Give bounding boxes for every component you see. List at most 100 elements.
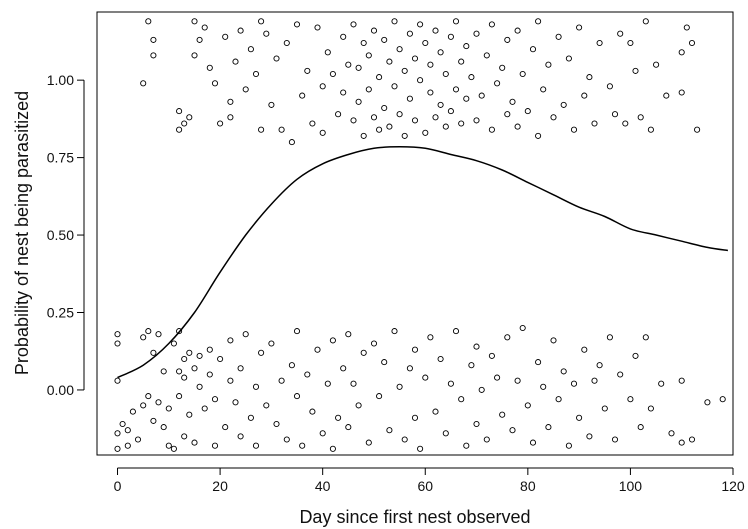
data-point	[345, 424, 352, 431]
data-point	[186, 349, 193, 356]
data-point	[376, 126, 383, 133]
data-point	[560, 101, 567, 108]
y-tick-label: 0.00	[47, 382, 74, 398]
data-point	[468, 362, 475, 369]
data-point	[524, 108, 531, 115]
data-point	[678, 439, 685, 446]
data-point	[181, 355, 188, 363]
x-tick-label: 100	[619, 478, 643, 494]
data-point	[401, 436, 408, 443]
data-point	[478, 92, 485, 99]
data-point	[288, 139, 295, 146]
data-point	[396, 383, 403, 390]
data-point	[324, 49, 331, 56]
data-point	[452, 86, 460, 93]
data-point	[340, 365, 347, 372]
data-point	[658, 380, 665, 387]
data-point	[360, 349, 367, 356]
data-point	[504, 36, 511, 43]
data-point	[227, 98, 234, 105]
data-point	[227, 377, 234, 384]
data-point	[283, 436, 290, 443]
data-point	[288, 362, 295, 369]
data-point	[606, 334, 613, 341]
data-point	[191, 52, 198, 59]
data-point	[232, 399, 239, 406]
data-point	[360, 132, 367, 139]
data-point	[217, 120, 224, 127]
y-tick-label: 0.75	[47, 150, 74, 166]
data-point	[237, 433, 244, 440]
data-point	[258, 18, 265, 25]
data-point	[176, 108, 183, 115]
data-point	[642, 18, 649, 25]
x-axis: 0 20 40 60 80 100 120	[114, 467, 745, 494]
data-point	[432, 27, 439, 34]
data-point	[263, 402, 270, 409]
data-point	[350, 117, 357, 124]
data-point	[340, 33, 347, 40]
data-point	[186, 114, 193, 121]
data-point	[201, 24, 208, 31]
data-point	[252, 70, 260, 78]
data-point	[129, 408, 136, 415]
data-point	[411, 346, 419, 353]
data-point	[206, 64, 213, 71]
data-point	[499, 411, 506, 418]
data-point	[653, 61, 660, 68]
data-point	[386, 427, 393, 434]
data-point	[370, 27, 378, 34]
data-point	[601, 405, 608, 412]
data-point	[586, 74, 593, 81]
data-point	[242, 331, 249, 338]
x-tick-label: 60	[417, 478, 433, 494]
data-point	[622, 120, 629, 127]
data-point	[411, 414, 419, 421]
data-point	[591, 377, 598, 384]
data-point	[422, 374, 429, 381]
data-point	[376, 393, 383, 400]
data-point	[570, 380, 578, 387]
data-point	[145, 393, 152, 400]
data-point	[499, 64, 506, 71]
data-point	[309, 408, 316, 415]
data-point	[283, 39, 290, 47]
data-point	[319, 430, 326, 437]
data-point	[211, 80, 219, 87]
data-point	[191, 439, 198, 446]
data-point	[268, 340, 275, 347]
data-point	[417, 21, 424, 28]
data-point	[463, 95, 470, 102]
data-point	[427, 61, 434, 68]
data-point	[488, 352, 495, 359]
data-point	[396, 111, 403, 118]
data-point	[632, 352, 639, 359]
data-point	[181, 374, 188, 381]
data-point	[242, 86, 249, 93]
data-point	[145, 18, 152, 25]
data-point	[155, 331, 162, 338]
data-point	[529, 46, 537, 53]
data-point	[627, 396, 634, 403]
data-point	[329, 70, 336, 78]
data-point	[514, 123, 521, 130]
data-point	[391, 328, 398, 335]
data-point	[227, 114, 234, 121]
data-point	[237, 27, 244, 34]
data-point	[201, 405, 208, 412]
data-point	[376, 74, 383, 81]
data-point	[237, 365, 244, 372]
y-axis: 0.00 0.25 0.50 0.75 1.00	[47, 72, 85, 398]
data-point	[170, 340, 177, 347]
data-point	[406, 95, 413, 102]
data-point	[406, 30, 413, 37]
data-point	[427, 89, 434, 96]
data-point	[134, 436, 142, 443]
data-point	[617, 371, 624, 378]
data-point	[540, 86, 547, 93]
data-point	[519, 324, 526, 332]
data-point	[647, 405, 654, 412]
data-point	[186, 411, 193, 418]
data-point	[458, 120, 465, 127]
data-point	[540, 383, 547, 390]
